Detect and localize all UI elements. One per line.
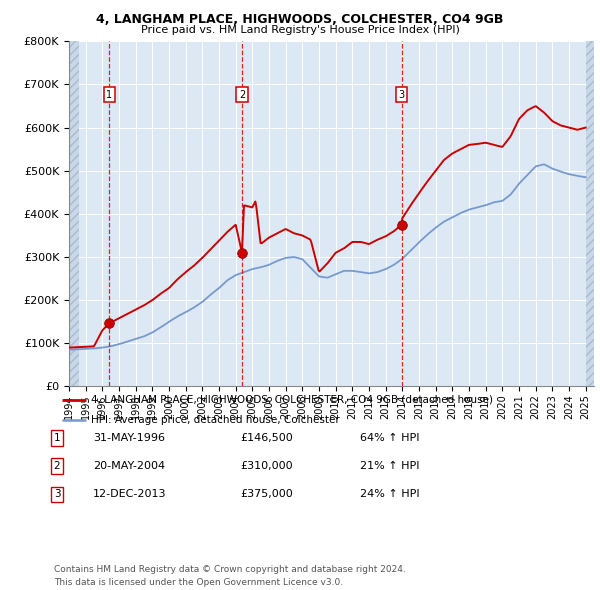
Text: 2: 2 <box>239 90 245 100</box>
Text: 12-DEC-2013: 12-DEC-2013 <box>93 490 167 499</box>
Text: 1: 1 <box>106 90 112 100</box>
Text: 64% ↑ HPI: 64% ↑ HPI <box>360 433 419 442</box>
Text: 20-MAY-2004: 20-MAY-2004 <box>93 461 165 471</box>
Text: 2: 2 <box>53 461 61 471</box>
Text: £146,500: £146,500 <box>240 433 293 442</box>
Text: 31-MAY-1996: 31-MAY-1996 <box>93 433 165 442</box>
Text: £310,000: £310,000 <box>240 461 293 471</box>
Text: 24% ↑ HPI: 24% ↑ HPI <box>360 490 419 499</box>
Bar <box>69 41 79 386</box>
Text: 4, LANGHAM PLACE, HIGHWOODS, COLCHESTER, CO4 9GB: 4, LANGHAM PLACE, HIGHWOODS, COLCHESTER,… <box>97 13 503 26</box>
Text: Price paid vs. HM Land Registry's House Price Index (HPI): Price paid vs. HM Land Registry's House … <box>140 25 460 35</box>
Text: 21% ↑ HPI: 21% ↑ HPI <box>360 461 419 471</box>
Text: 3: 3 <box>398 90 404 100</box>
Text: HPI: Average price, detached house, Colchester: HPI: Average price, detached house, Colc… <box>91 415 340 425</box>
Text: £375,000: £375,000 <box>240 490 293 499</box>
Text: 1: 1 <box>53 433 61 442</box>
Bar <box>586 41 594 386</box>
Text: 3: 3 <box>53 490 61 499</box>
Text: 4, LANGHAM PLACE, HIGHWOODS, COLCHESTER, CO4 9GB (detached house): 4, LANGHAM PLACE, HIGHWOODS, COLCHESTER,… <box>91 395 493 405</box>
Text: Contains HM Land Registry data © Crown copyright and database right 2024.
This d: Contains HM Land Registry data © Crown c… <box>54 565 406 587</box>
